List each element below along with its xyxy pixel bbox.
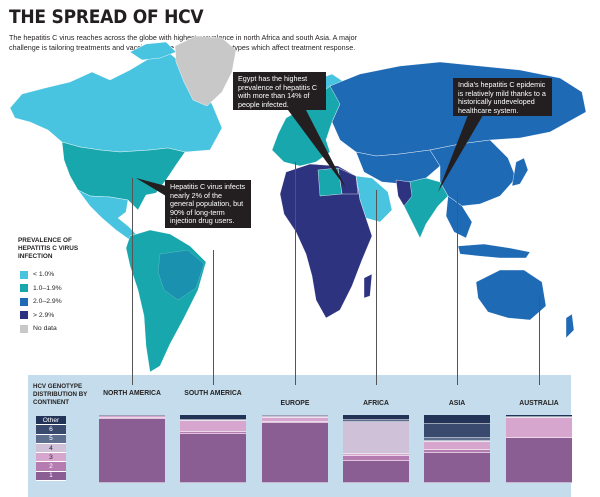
usa-callout-pointer — [136, 178, 166, 196]
continent-label: EUROPE — [280, 398, 310, 407]
continent-label: SOUTH AMERICA — [184, 388, 242, 397]
genotype-segment — [180, 419, 246, 421]
legend-label: 2.0–2.9% — [33, 298, 62, 305]
region-south-america — [125, 229, 207, 373]
legend-item: < 1.0% — [20, 270, 54, 279]
legend-swatch — [20, 270, 28, 279]
legend-label: 1.0–1.9% — [33, 284, 62, 292]
genotype-segment — [262, 421, 328, 424]
world-map — [9, 35, 587, 373]
continent-label: AFRICA — [363, 398, 389, 407]
continent-bar — [343, 415, 409, 483]
genotype-segment — [343, 415, 409, 420]
legend-swatch — [20, 311, 28, 319]
continent-bar — [424, 415, 490, 483]
genotype-segment — [506, 418, 572, 438]
region-africa — [279, 163, 373, 319]
genotype-segment — [424, 438, 490, 441]
genotype-segment — [99, 419, 165, 483]
genotype-key-cell: 2 — [36, 462, 66, 472]
region-greenland — [174, 35, 237, 107]
genotype-segment — [506, 415, 572, 418]
genotype-segment — [424, 415, 490, 424]
legend-label: > 2.9% — [33, 311, 55, 319]
genotype-segment — [99, 417, 165, 420]
genotype-title: HCV GENOTYPE DISTRIBUTION BY CONTINENT — [33, 383, 88, 406]
legend-swatch — [20, 284, 28, 292]
genotype-segment — [343, 460, 409, 483]
region-central-asia — [355, 149, 441, 185]
leader-line — [376, 190, 377, 385]
callout-india: India's hepatitis C epidemic is relative… — [453, 78, 552, 116]
callout-usa: Hepatitis C virus infects nearly 2% of t… — [165, 180, 251, 228]
genotype-segment — [343, 454, 409, 456]
legend-swatch — [20, 297, 28, 306]
genotype-segment — [424, 423, 490, 439]
leader-line — [213, 250, 214, 385]
continent-label: ASIA — [448, 398, 466, 407]
region-libya — [317, 167, 343, 197]
genotype-segment — [180, 431, 246, 435]
genotype-key-cell: 6 — [36, 425, 66, 435]
region-australia — [475, 269, 547, 321]
continent-bar — [99, 415, 165, 483]
region-japan — [511, 157, 529, 187]
genotype-segment — [506, 417, 572, 419]
genotype-segment — [343, 455, 409, 461]
genotype-segment — [424, 442, 490, 451]
genotype-segment — [343, 419, 409, 422]
egypt-callout-pointer — [288, 110, 346, 188]
region-pakistan — [395, 179, 413, 207]
genotype-segment — [262, 415, 328, 417]
region-china — [429, 139, 517, 207]
genotype-segment — [343, 421, 409, 455]
genotype-segment — [180, 434, 246, 483]
legend-label: < 1.0% — [33, 271, 55, 278]
genotype-key-cell: 5 — [36, 434, 66, 444]
india-callout-pointer — [438, 110, 486, 192]
genotype-segment — [180, 415, 246, 420]
genotype-segment — [506, 437, 572, 483]
region-madagascar — [363, 273, 373, 299]
legend-swatch — [20, 324, 28, 333]
legend-item: No data — [20, 324, 57, 333]
legend-title: PREVALENCE OF HEPATITIS C VIRUS INFECTIO… — [18, 237, 79, 260]
genotype-key-cell: 1 — [36, 471, 66, 482]
genotype-segment — [99, 415, 165, 417]
leader-line — [295, 162, 296, 385]
legend-label: No data — [33, 325, 57, 332]
genotype-segment — [424, 440, 490, 443]
leader-line — [457, 192, 458, 385]
page-title: THE SPREAD OF HCV — [9, 6, 204, 28]
continent-label: AUSTRALIA — [519, 398, 559, 407]
region-india — [399, 177, 449, 239]
region-brazil — [157, 249, 205, 301]
legend-item: 1.0–1.9% — [20, 284, 62, 293]
genotype-segment — [262, 417, 328, 422]
continent-bar — [262, 415, 328, 483]
genotype-segment — [424, 453, 490, 483]
genotype-segment — [99, 416, 165, 418]
callout-egypt: Egypt has the highest prevalence of hepa… — [233, 72, 326, 110]
genotype-segment — [424, 450, 490, 454]
genotype-segment — [180, 420, 246, 432]
genotype-key-cell: 3 — [36, 453, 66, 463]
genotype-segment — [262, 416, 328, 418]
region-indonesia — [457, 243, 531, 259]
genotype-key-cell: 4 — [36, 443, 66, 454]
region-mexico — [77, 189, 139, 241]
leader-line — [539, 296, 540, 385]
region-southeast-asia — [445, 195, 473, 239]
region-new-zealand — [565, 313, 575, 339]
continent-bar — [180, 415, 246, 483]
legend-item: 2.0–2.9% — [20, 297, 62, 306]
continent-label: NORTH AMERICA — [103, 388, 161, 397]
genotype-segment — [262, 423, 328, 483]
genotype-key-cell: Other — [36, 416, 66, 426]
leader-line — [132, 178, 133, 385]
genotype-key: Other 6 5 4 3 2 1 — [36, 416, 66, 482]
continent-bar — [506, 415, 572, 483]
legend-item: > 2.9% — [20, 311, 54, 320]
